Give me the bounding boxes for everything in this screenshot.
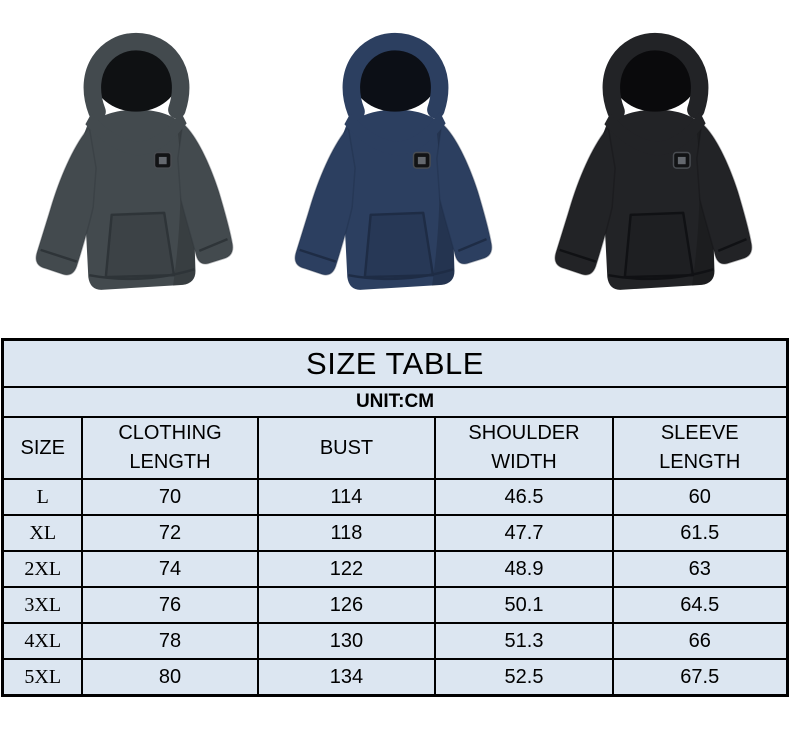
size-label-cell: L: [1, 478, 83, 516]
chest-patch: [153, 151, 172, 169]
measurement-cell: 118: [256, 514, 436, 552]
hoodie-navy-image: [266, 26, 525, 326]
hoodie-black-image: [525, 26, 784, 326]
hood-drape: [603, 111, 706, 156]
measurement-cell: 80: [80, 658, 259, 697]
measurement-cell: 114: [256, 478, 436, 516]
size-label-cell: 5XL: [1, 658, 83, 697]
measurement-cell: 76: [80, 586, 259, 624]
hem-line: [88, 268, 195, 281]
chest-patch: [672, 151, 691, 169]
measurement-cell: 67.5: [611, 658, 789, 697]
sleeve-right: [176, 121, 233, 265]
column-header-label: BUST: [319, 436, 374, 459]
measurement-cell: 64.5: [611, 586, 789, 624]
size-label-cell: 2XL: [1, 550, 83, 588]
size-table-row: XL 72 118 47.7 61.5: [1, 514, 789, 552]
kangaroo-pocket: [363, 211, 435, 279]
unit-row: UNIT:CM: [1, 386, 789, 418]
size-label-cell: XL: [1, 514, 83, 552]
measurement-cell: 72: [80, 514, 259, 552]
sleeve-left: [34, 125, 97, 276]
cuff-right: [198, 238, 228, 252]
sleeve-left: [294, 125, 356, 276]
cuff-right: [457, 238, 487, 252]
hood-drape: [344, 111, 446, 156]
hood-rim: [602, 32, 708, 121]
column-header-label: SHOULDER WIDTH: [468, 422, 580, 473]
measurement-cell: 63: [611, 550, 789, 588]
column-header-shoulder-width: SHOULDER WIDTH: [433, 416, 614, 480]
column-header-bust: BUST: [256, 416, 436, 480]
unit-note: UNIT:CM: [1, 386, 789, 418]
cuff-left: [558, 248, 596, 263]
size-table-row: 2XL 74 122 48.9 63: [1, 550, 789, 588]
hood-rim: [83, 32, 189, 121]
hoodie-grey-image: [6, 26, 265, 326]
measurement-cell: 60: [611, 478, 789, 516]
column-header-sleeve-length: SLEEVE LENGTH: [611, 416, 789, 480]
measurement-cell: 126: [256, 586, 436, 624]
sleeve-right: [436, 121, 493, 265]
hem-line: [607, 268, 714, 281]
hoodie-illustration: [34, 32, 233, 290]
measurement-cell: 48.9: [433, 550, 614, 588]
hood-lining: [92, 41, 179, 112]
size-label-cell: 4XL: [1, 622, 83, 660]
hood-drape: [84, 111, 187, 156]
measurement-cell: 46.5: [433, 478, 614, 516]
sleeve-left: [553, 125, 616, 276]
size-table: SIZE TABLE UNIT:CM SIZE CLOTHING LENGTH …: [1, 338, 789, 697]
measurement-cell: 130: [256, 622, 436, 660]
sleeve-right: [695, 121, 752, 265]
size-table-row: 5XL 80 134 52.5 67.5: [1, 658, 789, 697]
measurement-cell: 74: [80, 550, 259, 588]
measurement-cell: 78: [80, 622, 259, 660]
column-header-clothing-length: CLOTHING LENGTH: [80, 416, 259, 480]
measurement-cell: 122: [256, 550, 436, 588]
size-label-cell: 3XL: [1, 586, 83, 624]
column-header-label: SIZE: [20, 436, 65, 459]
hem-line: [348, 268, 454, 281]
hood-rim: [342, 32, 449, 121]
measurement-cell: 66: [611, 622, 789, 660]
cuff-left: [39, 248, 77, 263]
size-table-title-row: SIZE TABLE: [1, 338, 789, 388]
measurement-cell: 47.7: [433, 514, 614, 552]
chest-patch: [412, 151, 431, 169]
product-gallery: [0, 0, 790, 336]
column-header-label: CLOTHING LENGTH: [118, 422, 222, 473]
kangaroo-pocket: [623, 211, 694, 279]
size-table-body: L 70 114 46.5 60 XL 72 118 47.7 61.5 2XL 74 122 48.9 6…: [1, 478, 789, 697]
column-header-size: SIZE: [1, 416, 83, 480]
size-table-row: 3XL 76 126 50.1 64.5: [1, 586, 789, 624]
measurement-cell: 61.5: [611, 514, 789, 552]
hoodie-illustration: [294, 32, 493, 290]
measurement-cell: 51.3: [433, 622, 614, 660]
measurement-cell: 134: [256, 658, 436, 697]
cuff-left: [299, 248, 337, 263]
size-table-row: L 70 114 46.5 60: [1, 478, 789, 516]
measurement-cell: 52.5: [433, 658, 614, 697]
size-table-row: 4XL 78 130 51.3 66: [1, 622, 789, 660]
hood-lining: [352, 41, 438, 112]
size-table-title: SIZE TABLE: [1, 338, 789, 388]
measurement-cell: 50.1: [433, 586, 614, 624]
cuff-right: [717, 238, 747, 252]
hoodie-illustration: [553, 32, 752, 290]
column-header-label: SLEEVE LENGTH: [659, 422, 741, 473]
column-header-row: SIZE CLOTHING LENGTH BUST SHOULDER WIDTH…: [1, 416, 789, 480]
kangaroo-pocket: [104, 211, 175, 279]
hood-lining: [611, 41, 698, 112]
measurement-cell: 70: [80, 478, 259, 516]
